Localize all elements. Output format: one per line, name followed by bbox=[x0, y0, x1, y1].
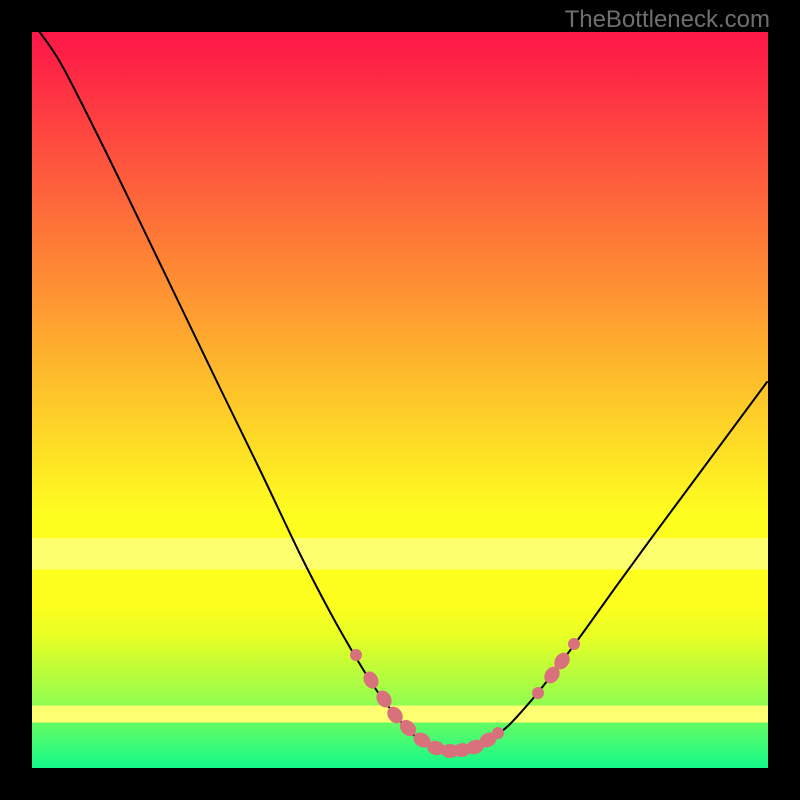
bead-12 bbox=[532, 687, 544, 699]
plot-area bbox=[32, 32, 768, 768]
chart-svg bbox=[32, 32, 768, 768]
bead-0 bbox=[350, 649, 362, 661]
gradient-background bbox=[32, 32, 768, 768]
watermark-text: TheBottleneck.com bbox=[565, 6, 770, 34]
bead-15 bbox=[568, 638, 580, 650]
bead-11 bbox=[492, 727, 504, 739]
